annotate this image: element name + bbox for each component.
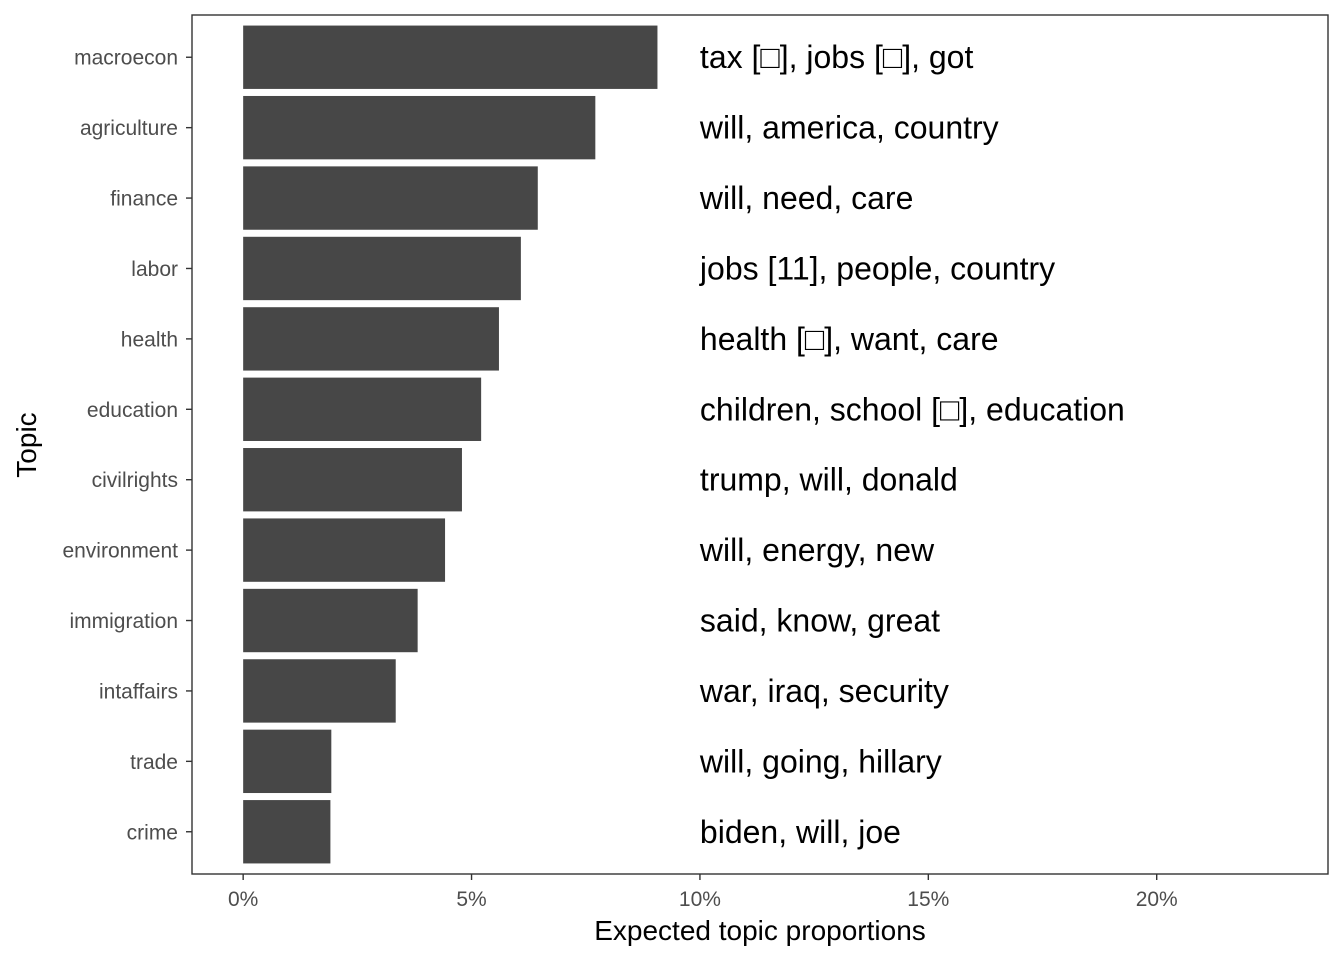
bar-annotation-immigration: said, know, great <box>700 603 940 639</box>
y-tick-label-finance: finance <box>110 188 178 211</box>
bar-annotations-layer: tax [□], jobs [□], got will, america, cou… <box>699 39 1125 850</box>
y-tick-label-civilrights: civilrights <box>92 469 178 492</box>
x-axis-title: Expected topic proportions <box>594 915 926 946</box>
bar-annotation-crime: biden, will, joe <box>700 814 901 850</box>
y-axis-title: Topic <box>11 412 42 477</box>
bar-annotation-education: children, school [□], education <box>700 391 1125 427</box>
bars-layer <box>243 25 658 864</box>
bar-intaffairs <box>243 659 396 723</box>
bar-annotation-civilrights: trump, will, donald <box>700 462 958 498</box>
bar-macroecon <box>243 25 658 89</box>
y-tick-label-intaffairs: intaffairs <box>99 680 178 703</box>
y-tick-label-agriculture: agriculture <box>80 117 178 140</box>
bar-civilrights <box>243 448 462 512</box>
bar-annotation-labor: jobs [11], people, country <box>699 250 1055 286</box>
bar-environment <box>243 518 446 582</box>
y-tick-label-health: health <box>121 328 178 351</box>
y-tick-label-education: education <box>87 399 178 422</box>
bar-finance <box>243 166 538 230</box>
bar-annotation-agriculture: will, america, country <box>699 110 999 146</box>
bar-crime <box>243 800 331 864</box>
x-tick-label-4: 20% <box>1136 888 1178 911</box>
y-axis: macroecon agriculture finance labor health ed… <box>62 47 192 844</box>
bar-annotation-trade: will, going, hillary <box>699 743 942 779</box>
bar-health <box>243 307 499 371</box>
y-tick-label-labor: labor <box>131 258 178 281</box>
bar-trade <box>243 729 332 794</box>
y-tick-label-environment: environment <box>62 540 178 563</box>
x-tick-label-1: 5% <box>456 888 486 911</box>
bar-labor <box>243 236 521 301</box>
bar-immigration <box>243 588 418 653</box>
bar-annotation-finance: will, need, care <box>699 180 913 216</box>
y-tick-label-crime: crime <box>127 821 178 844</box>
y-tick-label-macroecon: macroecon <box>74 47 178 70</box>
bar-annotation-intaffairs: war, iraq, security <box>699 673 949 709</box>
x-tick-label-3: 15% <box>907 888 949 911</box>
x-tick-label-0: 0% <box>228 888 258 911</box>
x-axis: 0% 5% 10% 15% 20% <box>228 874 1178 911</box>
bar-agriculture <box>243 95 596 160</box>
plot-panel-border <box>191 14 1329 875</box>
bar-education <box>243 377 482 441</box>
bar-annotation-macroecon: tax [□], jobs [□], got <box>700 39 974 75</box>
y-tick-label-trade: trade <box>130 751 178 774</box>
x-tick-label-2: 10% <box>679 888 721 911</box>
y-tick-label-immigration: immigration <box>69 610 178 633</box>
bar-annotation-environment: will, energy, new <box>699 532 935 568</box>
bar-annotation-health: health [□], want, care <box>700 321 999 357</box>
